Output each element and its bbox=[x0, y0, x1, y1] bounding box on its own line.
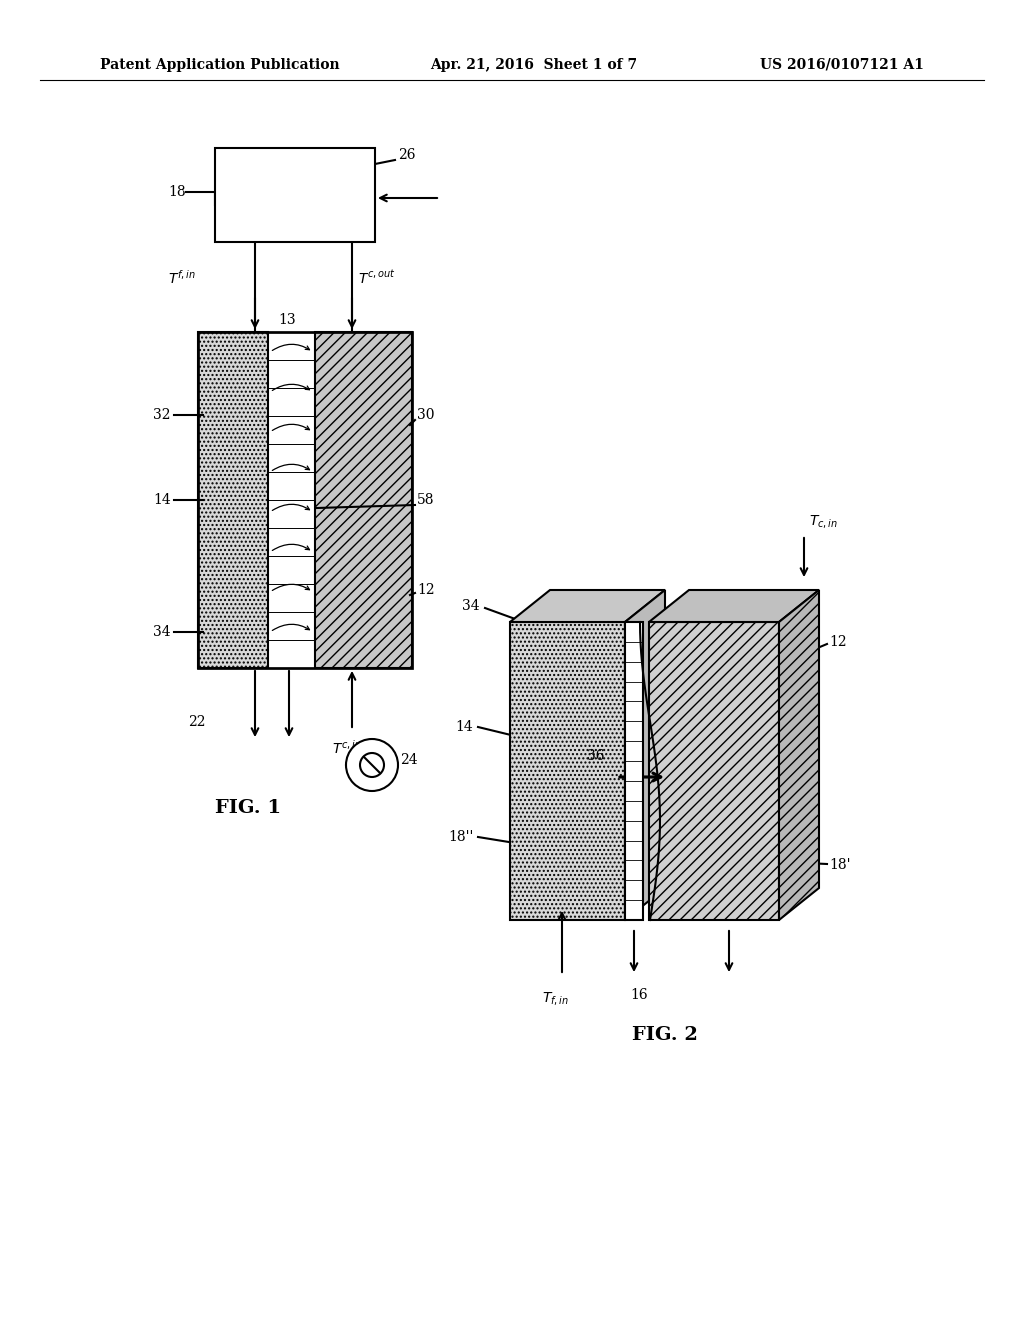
Text: 18'': 18'' bbox=[449, 830, 473, 843]
Polygon shape bbox=[510, 590, 665, 622]
Text: FIG. 2: FIG. 2 bbox=[632, 1026, 697, 1044]
Circle shape bbox=[346, 739, 398, 791]
Text: US 2016/0107121 A1: US 2016/0107121 A1 bbox=[760, 58, 924, 73]
Bar bbox=[215, 148, 375, 242]
Polygon shape bbox=[649, 590, 819, 622]
Text: $T^{c,out}$: $T^{c,out}$ bbox=[358, 269, 396, 286]
Text: 13: 13 bbox=[278, 313, 296, 327]
Polygon shape bbox=[625, 622, 643, 920]
Text: 16: 16 bbox=[630, 987, 647, 1002]
Text: $T_{f,in}$: $T_{f,in}$ bbox=[542, 990, 569, 1007]
Text: 58: 58 bbox=[417, 492, 434, 507]
Bar bbox=[198, 333, 268, 668]
Text: 34: 34 bbox=[153, 624, 171, 639]
Text: 30: 30 bbox=[417, 408, 434, 422]
Text: 18': 18' bbox=[829, 858, 851, 873]
Text: $T^{f,in}$: $T^{f,in}$ bbox=[168, 269, 196, 286]
Text: 36: 36 bbox=[587, 748, 604, 763]
Text: 22: 22 bbox=[188, 715, 206, 729]
Text: 12: 12 bbox=[417, 583, 434, 597]
Text: 14: 14 bbox=[455, 719, 473, 734]
Bar bbox=[315, 333, 412, 668]
Text: $T^{c,in}$: $T^{c,in}$ bbox=[332, 739, 361, 756]
Polygon shape bbox=[510, 622, 625, 920]
Text: 26: 26 bbox=[398, 148, 416, 162]
Polygon shape bbox=[649, 622, 779, 920]
Text: $T_{c,in}$: $T_{c,in}$ bbox=[809, 513, 838, 531]
Polygon shape bbox=[779, 590, 819, 920]
Text: 18: 18 bbox=[168, 185, 185, 199]
Text: 24: 24 bbox=[400, 752, 418, 767]
Text: FIG. 1: FIG. 1 bbox=[215, 799, 281, 817]
Text: Patent Application Publication: Patent Application Publication bbox=[100, 58, 340, 73]
Text: 34: 34 bbox=[462, 599, 479, 612]
Circle shape bbox=[360, 752, 384, 777]
Text: 14: 14 bbox=[153, 492, 171, 507]
Text: 12: 12 bbox=[829, 635, 847, 649]
Text: 32: 32 bbox=[153, 408, 171, 422]
Polygon shape bbox=[625, 590, 665, 920]
Text: Apr. 21, 2016  Sheet 1 of 7: Apr. 21, 2016 Sheet 1 of 7 bbox=[430, 58, 637, 73]
Bar bbox=[198, 333, 412, 668]
